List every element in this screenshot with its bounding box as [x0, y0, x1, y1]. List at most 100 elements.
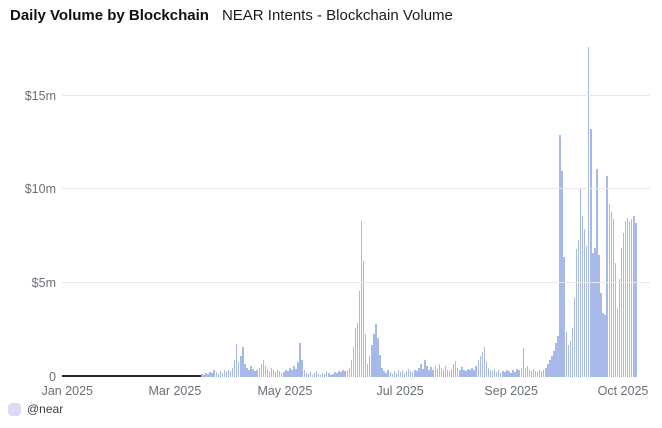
volume-bar[interactable] [301, 360, 303, 377]
volume-bar[interactable] [213, 370, 215, 377]
volume-bar[interactable] [328, 373, 330, 377]
volume-bar[interactable] [604, 315, 606, 377]
volume-bar[interactable] [446, 369, 449, 377]
volume-bar[interactable] [276, 369, 279, 377]
volume-bar[interactable] [248, 370, 250, 377]
volume-bar[interactable] [401, 370, 404, 377]
volume-bar[interactable] [266, 368, 269, 377]
volume-bar[interactable] [315, 371, 318, 377]
volume-bar[interactable] [356, 322, 359, 377]
volume-bar[interactable] [540, 371, 543, 377]
volume-bar[interactable] [438, 363, 441, 377]
volume-bar[interactable] [547, 363, 549, 377]
volume-bar[interactable] [221, 372, 224, 377]
volume-bar[interactable] [250, 365, 252, 377]
volume-bar[interactable] [311, 375, 314, 377]
volume-bar[interactable] [395, 373, 398, 377]
volume-bar[interactable] [287, 371, 289, 377]
volume-bar[interactable] [522, 347, 524, 377]
volume-bar[interactable] [463, 369, 465, 377]
volume-bar[interactable] [442, 370, 445, 377]
volume-bar[interactable] [583, 228, 586, 377]
volume-bar[interactable] [412, 372, 414, 377]
volume-bar[interactable] [493, 368, 496, 377]
volume-bar[interactable] [289, 367, 291, 377]
volume-bar[interactable] [231, 367, 234, 377]
volume-bar[interactable] [238, 362, 240, 377]
volume-bar[interactable] [330, 375, 332, 377]
volume-bar[interactable] [543, 369, 545, 377]
volume-bar[interactable] [205, 372, 207, 377]
volume-bar[interactable] [272, 370, 275, 377]
volume-bar[interactable] [633, 215, 635, 377]
volume-bar[interactable] [516, 368, 518, 377]
volume-bar[interactable] [409, 371, 412, 377]
volume-bar[interactable] [203, 375, 205, 377]
volume-bar[interactable] [631, 219, 633, 377]
volume-bar[interactable] [303, 369, 305, 377]
volume-bar[interactable] [495, 372, 498, 377]
volume-bar[interactable] [416, 371, 418, 377]
volume-bar[interactable] [622, 232, 625, 377]
volume-bar[interactable] [561, 170, 563, 377]
volume-bar[interactable] [485, 362, 488, 377]
volume-bar[interactable] [528, 369, 531, 377]
volume-bar[interactable] [219, 371, 222, 377]
volume-bar[interactable] [577, 240, 580, 377]
volume-bar[interactable] [313, 373, 316, 377]
volume-bar[interactable] [207, 374, 209, 377]
volume-bar[interactable] [473, 369, 475, 377]
volume-bar[interactable] [510, 373, 512, 377]
volume-bar[interactable] [358, 290, 361, 377]
volume-bar[interactable] [229, 371, 232, 377]
volume-bar[interactable] [389, 372, 391, 377]
volume-bar[interactable] [481, 351, 484, 377]
volume-bar[interactable] [457, 367, 459, 377]
volume-bar[interactable] [393, 371, 396, 377]
volume-bar[interactable] [483, 347, 486, 377]
volume-bar[interactable] [332, 374, 334, 377]
volume-bar[interactable] [317, 374, 320, 377]
volume-bar[interactable] [624, 221, 627, 377]
volume-bar[interactable] [334, 372, 336, 377]
volume-bar[interactable] [256, 369, 258, 377]
bars-container[interactable] [62, 45, 644, 377]
volume-bar[interactable] [504, 372, 506, 377]
volume-bar[interactable] [305, 373, 308, 377]
volume-bar[interactable] [268, 371, 271, 377]
volume-bar[interactable] [497, 370, 500, 377]
volume-bar[interactable] [274, 372, 277, 377]
volume-bar[interactable] [227, 370, 230, 377]
volume-bar[interactable] [293, 365, 295, 377]
volume-bar[interactable] [455, 361, 457, 377]
volume-bar[interactable] [459, 370, 461, 377]
volume-bar[interactable] [600, 292, 602, 377]
volume-bar[interactable] [324, 374, 326, 377]
volume-bar[interactable] [588, 46, 590, 377]
volume-bar[interactable] [366, 363, 369, 377]
volume-bar[interactable] [594, 247, 596, 377]
volume-bar[interactable] [309, 372, 312, 377]
volume-bar[interactable] [377, 337, 379, 377]
volume-bar[interactable] [336, 373, 338, 377]
volume-bar[interactable] [487, 367, 490, 377]
volume-bar[interactable] [432, 370, 434, 377]
volume-bar[interactable] [477, 360, 479, 377]
volume-bar[interactable] [612, 219, 615, 377]
volume-bar[interactable] [430, 366, 432, 377]
volume-bar[interactable] [434, 365, 436, 377]
volume-bar[interactable] [420, 363, 422, 377]
volume-bar[interactable] [369, 356, 371, 377]
volume-bar[interactable] [440, 367, 443, 377]
volume-bar[interactable] [538, 370, 541, 377]
volume-bar[interactable] [352, 347, 355, 377]
volume-bar[interactable] [620, 247, 623, 377]
volume-bar[interactable] [512, 370, 514, 377]
volume-bar[interactable] [299, 343, 301, 377]
volume-bar[interactable] [518, 370, 520, 377]
volume-bar[interactable] [246, 367, 248, 377]
volume-bar[interactable] [362, 260, 365, 377]
volume-bar[interactable] [397, 369, 400, 377]
volume-bar[interactable] [618, 279, 621, 377]
volume-bar[interactable] [553, 350, 555, 377]
